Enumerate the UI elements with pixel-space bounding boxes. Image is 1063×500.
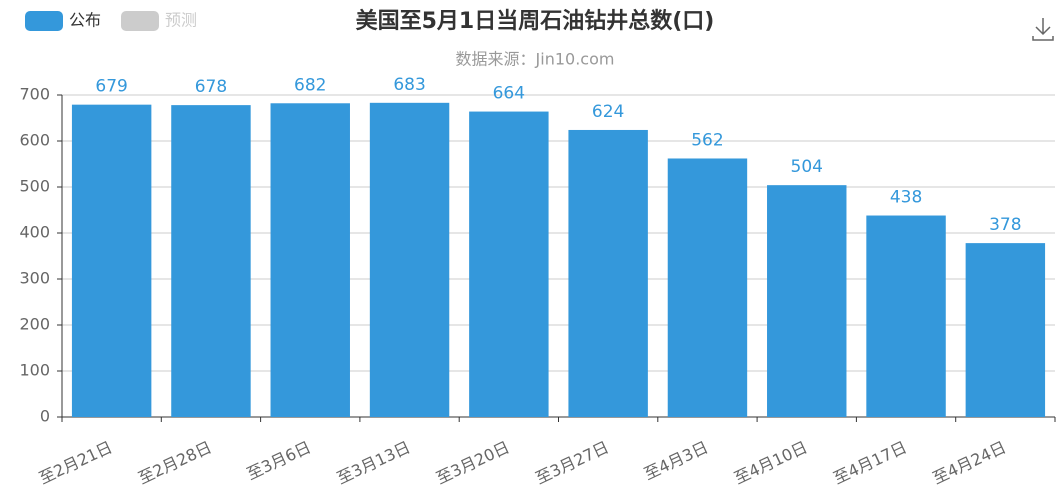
download-icon[interactable] (1032, 18, 1054, 41)
y-tick-label: 0 (40, 407, 50, 426)
x-tick-label: 至4月17日 (830, 437, 909, 487)
legend-label: 预测 (165, 11, 197, 30)
data-label: 664 (493, 84, 525, 104)
x-tick-label: 至3月20日 (433, 437, 512, 487)
y-tick-label: 200 (19, 315, 50, 334)
bar (667, 158, 748, 418)
data-label: 438 (890, 188, 922, 208)
bar (767, 185, 847, 417)
x-tick-label: 至2月28日 (135, 437, 214, 487)
bar (965, 243, 1046, 417)
x-tick-label: 至3月6日 (244, 437, 314, 483)
data-label: 504 (791, 157, 823, 177)
y-tick-label: 300 (19, 269, 50, 288)
x-tick-label: 至2月21日 (36, 437, 115, 487)
bar (270, 103, 350, 417)
y-tick-label: 400 (19, 223, 50, 242)
data-label: 624 (592, 102, 624, 122)
data-label: 378 (989, 215, 1021, 235)
data-label: 683 (393, 75, 425, 95)
data-label: 562 (691, 130, 723, 150)
x-tick-label: 至3月13日 (334, 437, 413, 487)
data-label: 679 (95, 77, 127, 97)
chart-subtitle: 数据来源：Jin10.com (456, 50, 615, 69)
y-tick-label: 500 (19, 177, 50, 196)
x-tick-label: 至3月27日 (533, 437, 612, 487)
bar (71, 104, 152, 417)
legend-label: 公布 (69, 11, 101, 30)
y-tick-label: 700 (19, 85, 50, 104)
legend-swatch (121, 11, 159, 31)
data-label: 678 (195, 77, 227, 97)
bar (171, 105, 251, 418)
x-tick-label: 至4月10日 (731, 437, 810, 487)
y-tick-label: 100 (19, 361, 50, 380)
bar (568, 129, 648, 417)
bar (866, 215, 946, 417)
bar (369, 102, 450, 417)
y-tick-label: 600 (19, 131, 50, 150)
x-tick-label: 至4月3日 (641, 437, 711, 483)
chart-title: 美国至5月1日当周石油钻井总数(口) (356, 8, 715, 34)
x-tick-label: 至4月24日 (930, 437, 1009, 487)
legend-swatch (25, 11, 63, 31)
download-glyph[interactable] (1032, 18, 1054, 41)
bar (469, 111, 549, 417)
data-label: 682 (294, 75, 326, 95)
